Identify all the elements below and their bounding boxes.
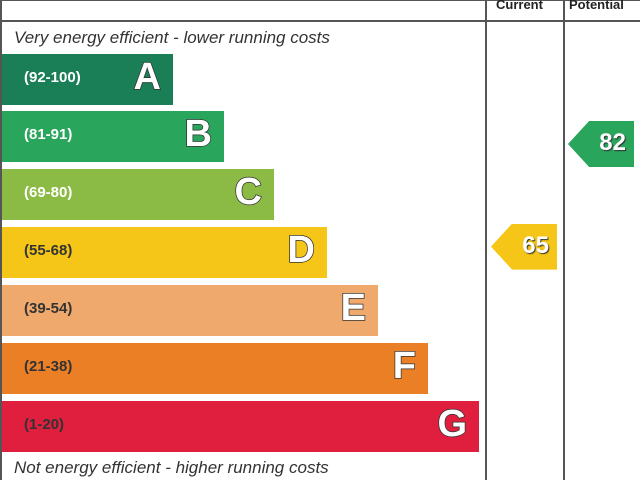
potential-rating-arrow: 82 bbox=[568, 121, 634, 167]
header-divider bbox=[0, 20, 640, 22]
band-range-label: (1-20) bbox=[24, 416, 65, 433]
band-range-label: (39-54) bbox=[24, 300, 73, 317]
band-range-label: (21-38) bbox=[24, 358, 73, 375]
band-range-label: (81-91) bbox=[24, 126, 73, 143]
potential-header: Potential bbox=[569, 0, 624, 12]
band-range-label: (69-80) bbox=[24, 184, 73, 201]
current-rating-value: 65 bbox=[522, 231, 549, 259]
left-border bbox=[0, 0, 2, 480]
band-letter: E bbox=[340, 286, 367, 330]
bottom-note: Not energy efficient - higher running co… bbox=[14, 458, 329, 477]
band-bar-b: (81-91) B bbox=[2, 111, 224, 162]
band-bar-g: (1-20) G bbox=[2, 401, 479, 452]
band-range-label: (55-68) bbox=[24, 242, 73, 259]
current-rating-arrow: 65 bbox=[491, 223, 557, 270]
band-letter: G bbox=[437, 402, 468, 446]
band-bar-e: (39-54) E bbox=[2, 285, 378, 336]
band-bar-f: (21-38) F bbox=[2, 343, 428, 394]
current-column-divider bbox=[485, 0, 487, 480]
current-header: Current bbox=[496, 0, 543, 12]
potential-rating-value: 82 bbox=[599, 129, 626, 156]
band-letter: B bbox=[184, 112, 213, 156]
top-border bbox=[0, 0, 640, 1]
band-letter: F bbox=[392, 344, 417, 388]
top-note: Very energy efficient - lower running co… bbox=[14, 28, 330, 47]
band-letter: D bbox=[287, 228, 316, 272]
band-bar-c: (69-80) C bbox=[2, 169, 274, 220]
band-range-label: (92-100) bbox=[24, 69, 81, 86]
band-letter: C bbox=[234, 170, 263, 214]
band-letter: A bbox=[133, 55, 162, 99]
band-bar-d: (55-68) D bbox=[2, 227, 327, 278]
band-bar-a: (92-100) A bbox=[2, 54, 173, 105]
potential-column-divider bbox=[563, 0, 565, 480]
